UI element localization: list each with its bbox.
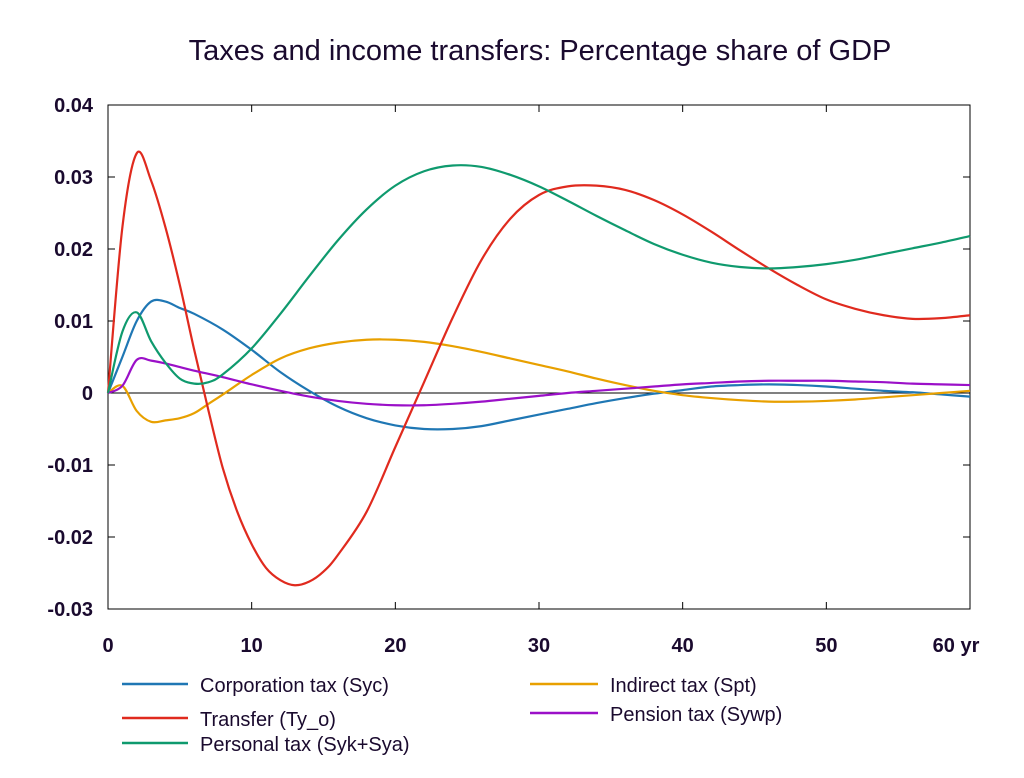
y-tick-label: 0.04 bbox=[54, 95, 94, 117]
y-tick-label: 0 bbox=[82, 383, 93, 405]
x-tick-label: 20 bbox=[384, 635, 406, 657]
legend-label-indirect-tax-spt: Indirect tax (Spt) bbox=[610, 675, 757, 697]
legend-label-corporation-tax-syc: Corporation tax (Syc) bbox=[200, 675, 389, 697]
plot-area: 0.04 0.03 0.02 0.01 0 -0.01 -0.02 -0.03 0 10 20 30 4… bbox=[47, 95, 979, 657]
legend-label-transfer-ty-o: Transfer (Ty_o) bbox=[200, 709, 336, 731]
legend: Corporation tax (Syc) Transfer (Ty_o) Pers… bbox=[122, 675, 782, 756]
legend-label-pension-tax-sywp: Pension tax (Sywp) bbox=[610, 704, 782, 726]
y-tick-label: 0.01 bbox=[54, 311, 93, 333]
x-tick-label: 0 bbox=[102, 635, 113, 657]
x-tick-label: 10 bbox=[241, 635, 263, 657]
y-tick-label: -0.02 bbox=[47, 527, 93, 549]
series-line-personal-tax-syk-sya bbox=[106, 164, 971, 394]
series-line-transfer-ty-o bbox=[106, 150, 971, 587]
series-line-pension-tax-sywp bbox=[107, 357, 971, 407]
x-tick-label: 40 bbox=[672, 635, 694, 657]
y-tick-label: -0.01 bbox=[47, 455, 93, 477]
x-tick-label: 50 bbox=[815, 635, 837, 657]
y-tick-label: 0.03 bbox=[54, 167, 93, 189]
plot-frame bbox=[107, 104, 971, 610]
chart-title: Taxes and income transfers: Percentage s… bbox=[189, 35, 892, 67]
x-tick-label: 30 bbox=[528, 635, 550, 657]
y-tick-label: -0.03 bbox=[47, 599, 93, 621]
legend-label-personal-tax-syk-sya: Personal tax (Syk+Sya) bbox=[200, 734, 410, 756]
y-tick-label: 0.02 bbox=[54, 239, 93, 261]
series-line-indirect-tax-spt bbox=[107, 338, 971, 424]
x-tick-label: 60 yr bbox=[933, 635, 980, 657]
